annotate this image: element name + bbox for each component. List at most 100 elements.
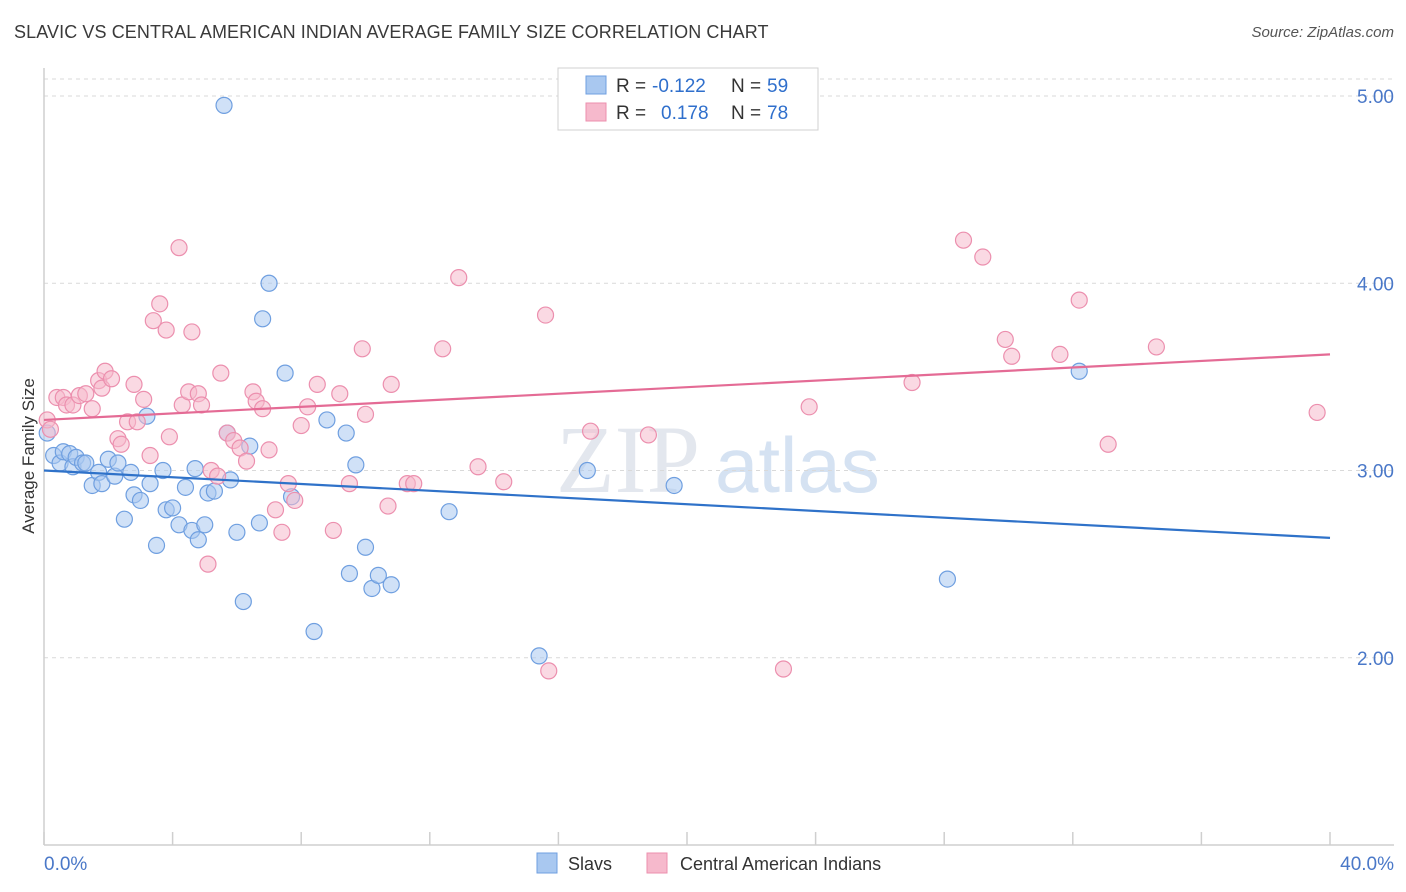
x-tick-label-min: 0.0% <box>44 854 87 875</box>
slavs-point <box>938 570 957 588</box>
central-american-indians-point <box>125 375 143 393</box>
central-american-indians-point <box>1051 345 1069 364</box>
central-american-indians-point <box>308 375 326 393</box>
central-american-indians-point <box>1308 403 1326 422</box>
slavs-point <box>176 478 195 496</box>
central-american-indians-point <box>382 375 400 393</box>
slavs-point <box>93 475 111 493</box>
central-american-indians-point <box>540 662 558 680</box>
central-american-indians-point <box>974 248 992 266</box>
slavs-point <box>154 461 172 480</box>
central-american-indians-point <box>1070 291 1088 309</box>
central-american-indians-point <box>639 426 658 444</box>
central-american-indians-point <box>434 340 452 358</box>
slavs-point <box>369 566 387 584</box>
central-american-indians-point <box>800 398 818 416</box>
central-american-indians-point <box>41 420 60 438</box>
legend-r-label-1: R = <box>616 76 646 97</box>
slavs-point <box>141 475 159 493</box>
central-american-indians-point <box>112 435 130 453</box>
y-tick-labels: 2.00 3.00 4.00 5.00 <box>1357 87 1394 670</box>
correlation-legend: R = -0.122 N = 59 R = 0.178 N = 78 <box>557 67 819 131</box>
legend-r-label-2: R = <box>616 103 646 124</box>
central-american-indians-point <box>1099 435 1117 453</box>
central-american-indians-point <box>266 501 285 519</box>
central-american-indians-point <box>286 491 304 510</box>
watermark-atlas: atlas <box>715 421 880 509</box>
central-american-indians-point <box>331 385 349 403</box>
central-american-indians-point <box>212 364 230 382</box>
slavs-point <box>196 516 214 534</box>
slavs-point <box>189 531 207 549</box>
central-american-indians-point <box>324 521 342 540</box>
series-central-american-indians-points <box>38 231 1326 680</box>
central-american-indians-point <box>405 475 423 493</box>
legend-swatch-central-american-indians <box>585 102 607 122</box>
central-american-indians-point <box>157 321 175 339</box>
central-american-indians-point <box>160 428 178 446</box>
central-american-indians-point <box>77 385 95 403</box>
legend-n-label-2: N = <box>731 103 761 124</box>
y-axis-label: Average Family Size <box>19 378 38 534</box>
slavs-point <box>1070 362 1088 380</box>
central-american-indians-point <box>903 373 921 392</box>
slavs-point <box>115 510 133 528</box>
central-american-indians-point <box>1147 338 1165 356</box>
gridlines <box>44 78 1394 659</box>
slavs-point <box>147 536 166 555</box>
bottom-legend-label-central-american-indians: Central American Indians <box>680 854 881 874</box>
central-american-indians-point <box>996 330 1014 349</box>
slavs-trend-line <box>43 469 1331 540</box>
slavs-point <box>77 454 95 472</box>
central-american-indians-point <box>199 555 217 573</box>
slavs-point <box>234 592 252 611</box>
central-american-indians-point <box>469 458 487 476</box>
legend-n-value-2: 78 <box>767 103 788 124</box>
slavs-point <box>228 523 246 541</box>
slavs-point <box>122 463 140 481</box>
axes <box>43 68 1394 846</box>
slavs-point <box>305 622 323 641</box>
legend-r-value-1: -0.122 <box>652 76 706 97</box>
central-american-indians-point <box>260 441 278 459</box>
central-american-indians-point <box>340 475 359 493</box>
slavs-point <box>382 576 400 594</box>
slavs-point <box>250 514 269 532</box>
bottom-legend-swatch-slavs <box>536 852 558 874</box>
slavs-point <box>260 274 278 292</box>
legend-n-value-1: 59 <box>767 76 788 97</box>
central-american-indians-point <box>353 340 371 358</box>
central-american-indians-point <box>144 312 162 330</box>
slavs-point <box>164 499 182 517</box>
slavs-point <box>340 564 359 583</box>
chart-source: Source: ZipAtlas.com <box>1251 24 1394 41</box>
central-american-indians-point <box>495 473 513 491</box>
y-tick-label: 4.00 <box>1357 274 1394 295</box>
x-tick-labels: 0.0% 40.0% <box>44 854 1394 875</box>
central-american-indians-point <box>128 413 146 431</box>
bottom-legend-swatch-central-american-indians <box>646 852 668 874</box>
central-american-indians-point <box>183 323 201 341</box>
x-ticks <box>43 832 1331 845</box>
slavs-point <box>276 364 294 382</box>
watermark-zip: ZIP <box>556 406 700 513</box>
bottom-legend-label-slavs: Slavs <box>568 854 612 874</box>
central-american-indians-point <box>774 660 793 678</box>
slavs-point <box>215 96 233 114</box>
slavs-point <box>186 460 204 478</box>
central-american-indians-point <box>450 269 468 287</box>
central-american-indians-point <box>151 295 169 313</box>
central-american-indians-point <box>292 416 310 435</box>
central-american-indians-point <box>273 523 291 541</box>
trend-lines <box>43 353 1331 540</box>
central-american-indians-point <box>237 452 256 470</box>
legend-swatch-slavs <box>585 75 607 95</box>
central-american-indians-point <box>581 422 600 440</box>
watermark: ZIP atlas <box>556 406 880 513</box>
central-american-indians-point <box>356 405 375 423</box>
central-american-indians-point <box>1003 347 1021 365</box>
central-american-indians-trend-line <box>43 353 1331 422</box>
slavs-point <box>347 456 365 474</box>
y-tick-label: 2.00 <box>1357 649 1394 670</box>
